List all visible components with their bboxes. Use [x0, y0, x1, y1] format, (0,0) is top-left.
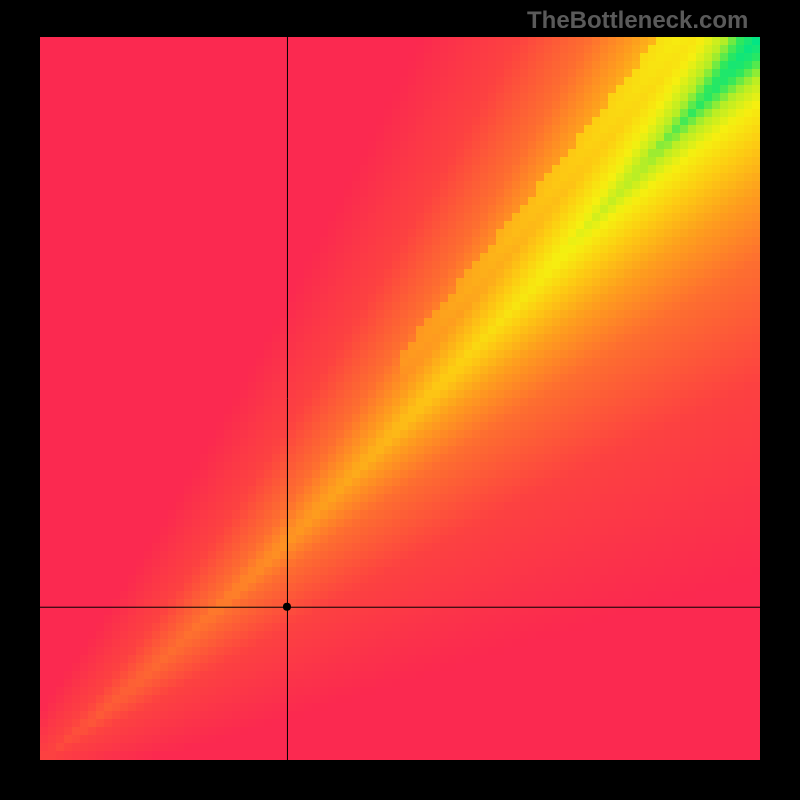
chart-container: TheBottleneck.com	[0, 0, 800, 800]
watermark-text: TheBottleneck.com	[527, 7, 748, 35]
bottleneck-heatmap	[40, 37, 760, 760]
